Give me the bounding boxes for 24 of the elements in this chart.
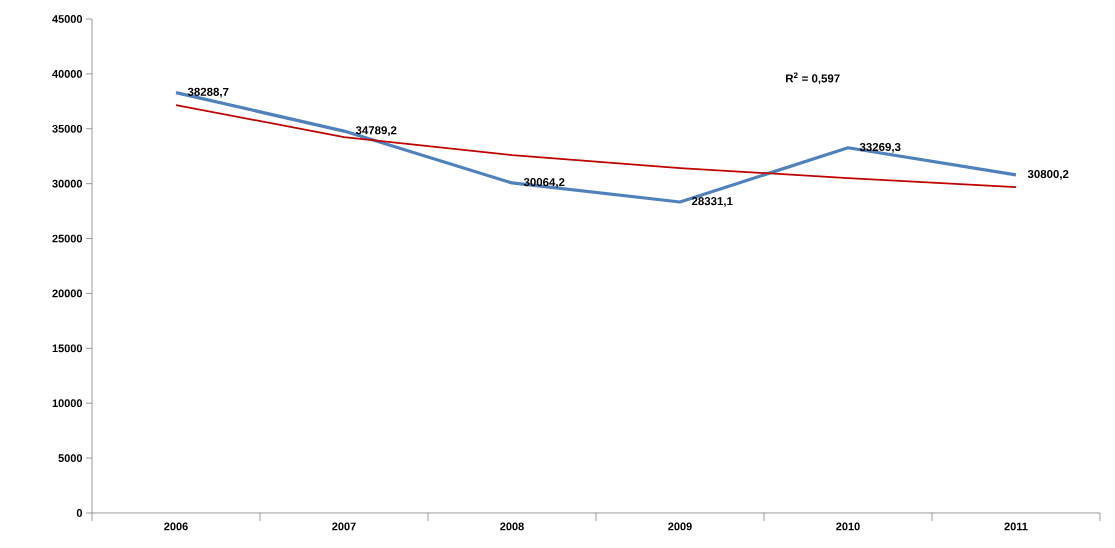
annotation: R$^{2}$ = 0,597 <box>785 72 840 85</box>
data-label: 33269,3 <box>859 142 901 153</box>
x-tick-label: 2009 <box>668 522 692 531</box>
y-tick-label: 25000 <box>52 234 83 243</box>
y-tick-label: 20000 <box>52 289 83 298</box>
data-label: 38288,7 <box>187 87 229 98</box>
y-tick-label: 35000 <box>52 124 83 133</box>
data-label: 34789,2 <box>355 126 397 136</box>
line-series <box>175 104 1017 188</box>
x-tick-label: 2010 <box>836 522 860 531</box>
x-tick-label: 2008 <box>500 522 524 531</box>
y-tick-label: 15000 <box>52 344 83 353</box>
y-tick-label: 5000 <box>58 454 83 462</box>
data-label: 28331,1 <box>691 197 733 207</box>
y-tick-label: 45000 <box>52 15 83 23</box>
x-tick-label: 2006 <box>164 522 188 531</box>
data-label: 30800,2 <box>1027 169 1069 180</box>
y-tick-label: 40000 <box>52 70 83 78</box>
y-tick-label: 0 <box>76 509 83 517</box>
x-tick-label: 2011 <box>1004 522 1028 531</box>
y-tick-label: 10000 <box>52 399 83 408</box>
data-label: 30064,2 <box>523 178 565 188</box>
y-tick-label: 30000 <box>52 179 83 188</box>
x-tick-label: 2007 <box>332 522 356 531</box>
